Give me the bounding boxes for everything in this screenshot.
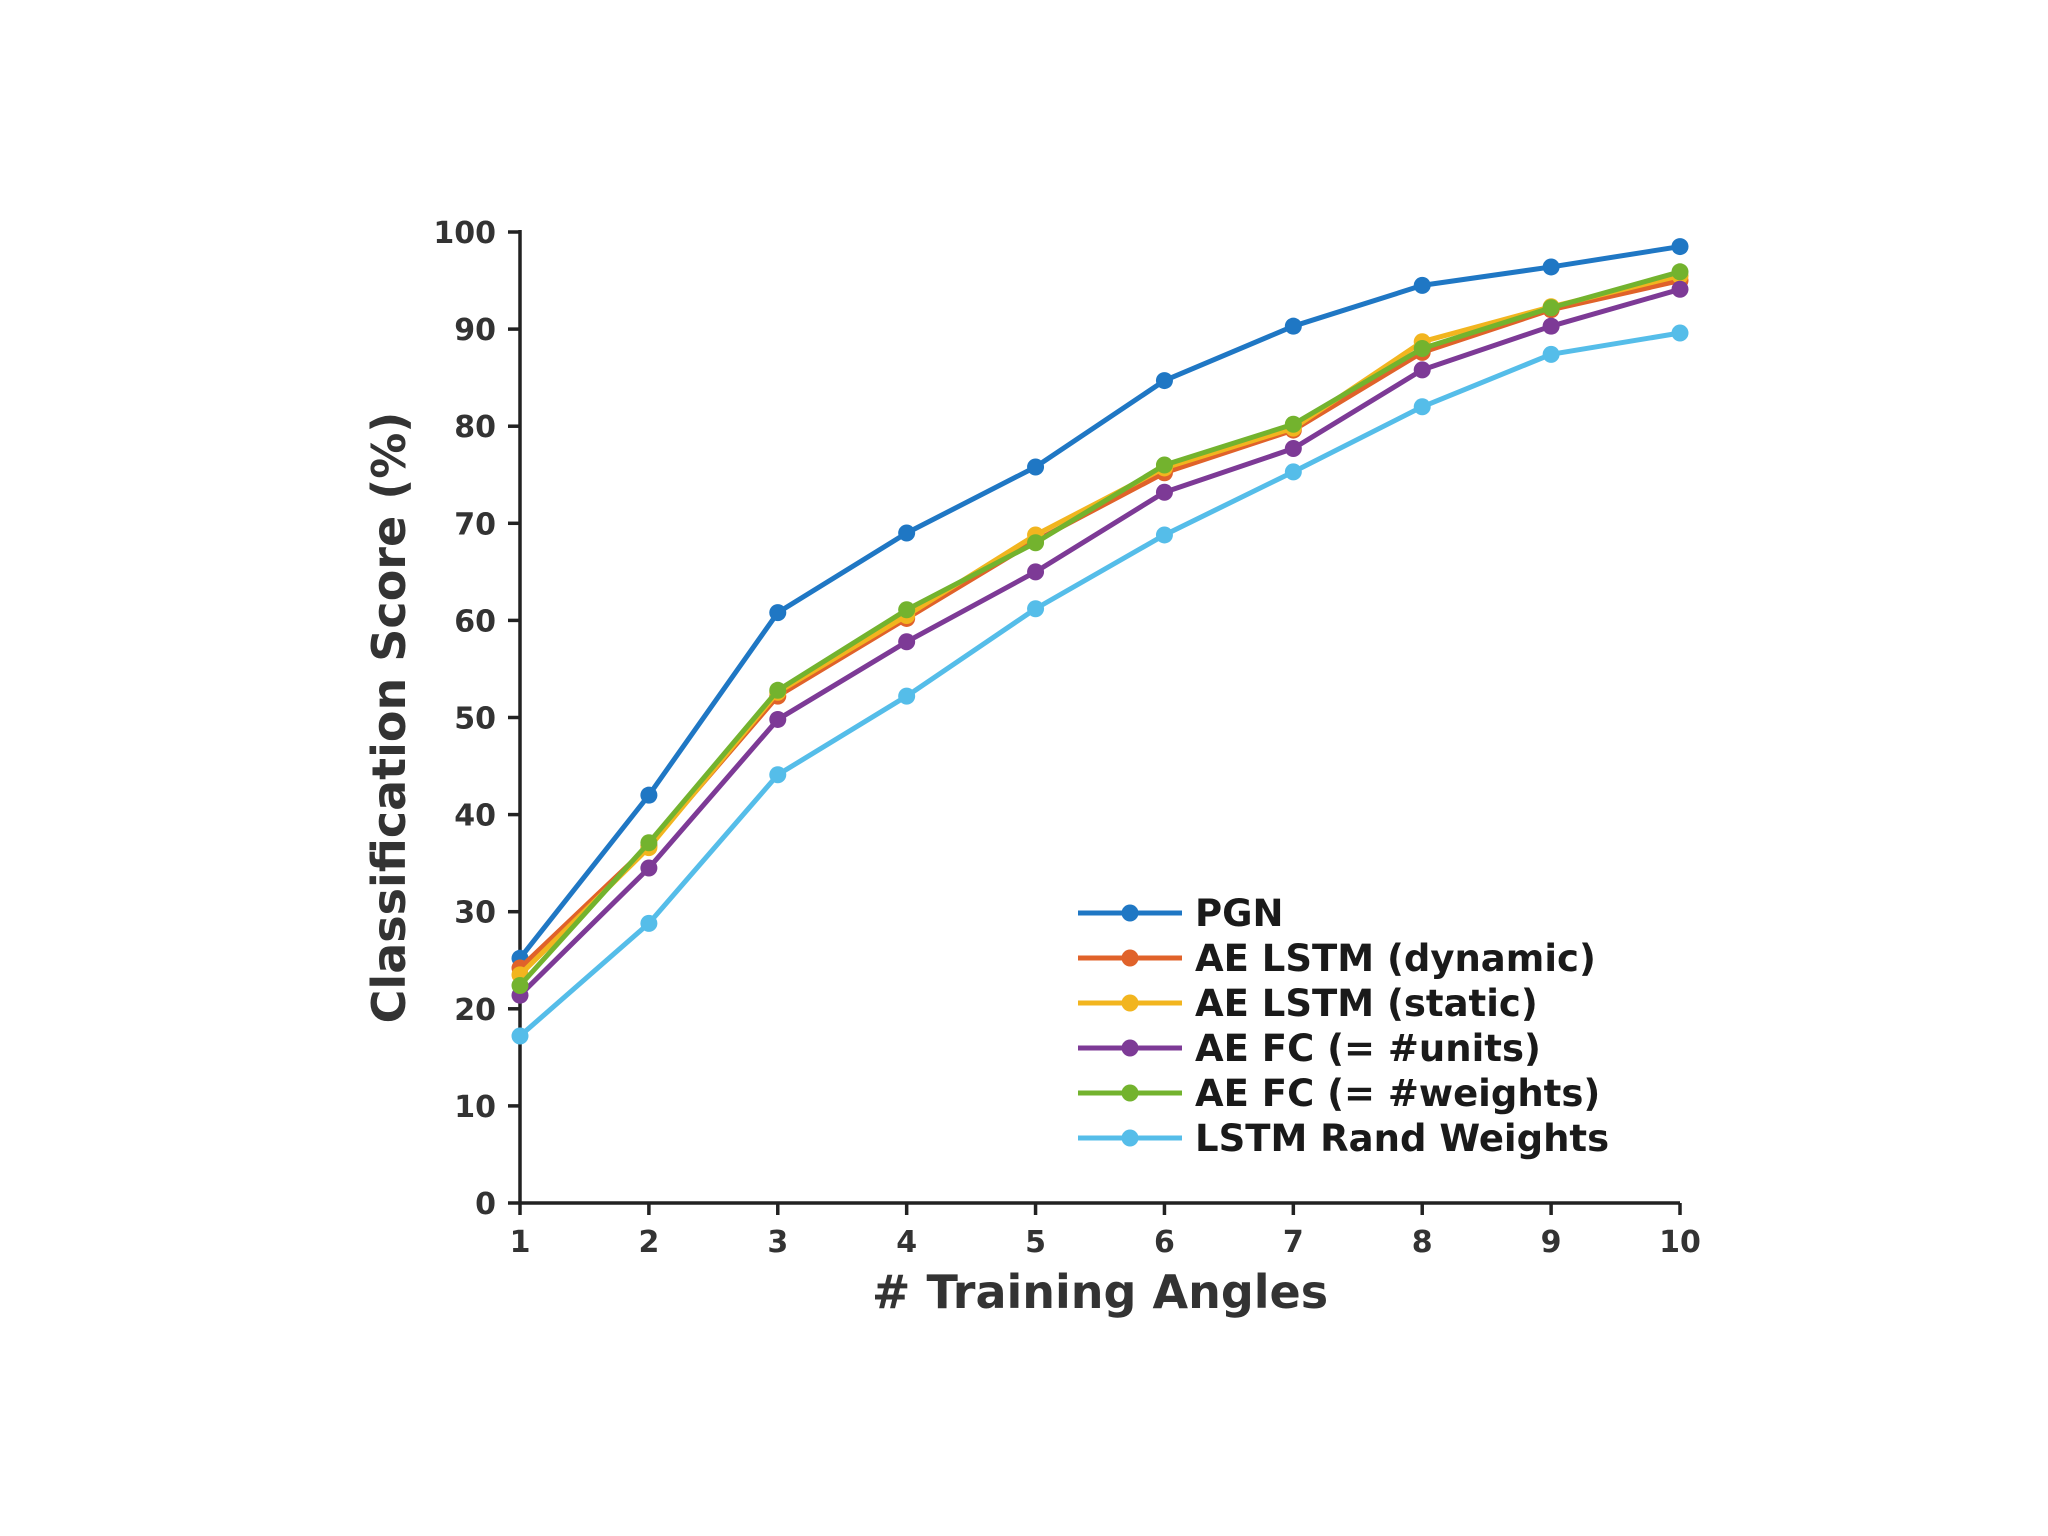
data-point xyxy=(1413,398,1431,416)
legend-entry: AE FC (= #weights) xyxy=(1078,1072,1600,1115)
data-point xyxy=(1671,263,1689,281)
legend-label: LSTM Rand Weights xyxy=(1195,1117,1609,1160)
data-point xyxy=(1027,534,1045,552)
data-point xyxy=(769,766,787,784)
y-tick-label: 90 xyxy=(454,313,496,348)
data-point xyxy=(1671,324,1689,342)
x-tick-label: 6 xyxy=(1154,1225,1175,1260)
data-point xyxy=(640,859,658,877)
y-tick-label: 70 xyxy=(454,507,496,542)
legend-marker xyxy=(1121,904,1139,922)
y-tick-label: 80 xyxy=(454,410,496,445)
x-axis-title: # Training Angles xyxy=(872,1265,1328,1319)
data-point xyxy=(1284,463,1302,481)
x-tick-label: 5 xyxy=(1025,1225,1046,1260)
data-point xyxy=(1155,456,1173,474)
legend-entry: AE LSTM (static) xyxy=(1078,982,1538,1025)
y-tick-label: 100 xyxy=(433,216,496,251)
data-point xyxy=(1413,361,1431,379)
legend-label: AE LSTM (dynamic) xyxy=(1195,937,1596,980)
y-tick-label: 50 xyxy=(454,702,496,737)
data-point xyxy=(1155,483,1173,501)
data-point xyxy=(1671,238,1689,256)
data-point xyxy=(1155,372,1173,390)
y-tick-label: 60 xyxy=(454,604,496,639)
data-point xyxy=(1027,563,1045,581)
data-point xyxy=(1284,415,1302,433)
data-point xyxy=(1542,317,1560,335)
legend-marker xyxy=(1121,994,1139,1012)
series-line xyxy=(517,286,1683,998)
legend-label: PGN xyxy=(1195,892,1283,935)
data-point xyxy=(898,633,916,651)
legend-label: AE LSTM (static) xyxy=(1195,982,1538,1025)
data-point xyxy=(898,687,916,705)
data-point xyxy=(511,1027,529,1045)
legend-marker xyxy=(1121,1084,1139,1102)
series-4 xyxy=(511,263,1689,994)
x-tick-label: 10 xyxy=(1659,1225,1701,1260)
x-tick-label: 8 xyxy=(1412,1225,1433,1260)
x-tick-label: 7 xyxy=(1283,1225,1304,1260)
data-point xyxy=(1284,440,1302,458)
y-tick-label: 40 xyxy=(454,799,496,834)
legend-entry: AE LSTM (dynamic) xyxy=(1078,937,1596,980)
series-line xyxy=(517,330,1683,1039)
series-line xyxy=(517,269,1683,988)
legend-marker xyxy=(1121,1129,1139,1147)
x-tick-label: 9 xyxy=(1541,1225,1562,1260)
legend-entry: PGN xyxy=(1078,892,1283,935)
data-point xyxy=(769,710,787,728)
data-point xyxy=(1413,340,1431,358)
x-tick-label: 2 xyxy=(638,1225,659,1260)
x-tick-label: 4 xyxy=(896,1225,917,1260)
data-point xyxy=(1413,276,1431,294)
series-5 xyxy=(511,324,1689,1045)
x-tick-label: 3 xyxy=(767,1225,788,1260)
data-point xyxy=(511,976,529,994)
y-axis-title: Classification Score (%) xyxy=(362,412,416,1024)
legend-label: AE FC (= #weights) xyxy=(1195,1072,1600,1115)
data-point xyxy=(898,524,916,542)
series-3 xyxy=(511,280,1689,1004)
y-tick-label: 30 xyxy=(454,896,496,931)
series-line xyxy=(517,278,1683,971)
series-layer xyxy=(511,238,1689,1045)
x-tick-label: 1 xyxy=(510,1225,531,1260)
legend-marker xyxy=(1121,949,1139,967)
legend-marker xyxy=(1121,1039,1139,1057)
y-tick-label: 0 xyxy=(475,1187,496,1222)
series-1 xyxy=(511,272,1689,977)
y-tick-label: 10 xyxy=(454,1090,496,1125)
data-point xyxy=(1155,526,1173,544)
axes: 0 10 20 30 40 50 60 70 80 90 100 1 2 3 4 5 6 7 8 9 10 xyxy=(433,216,1701,1260)
data-point xyxy=(1542,258,1560,276)
legend-entry: LSTM Rand Weights xyxy=(1078,1117,1609,1160)
y-tick-label: 20 xyxy=(454,993,496,1028)
data-point xyxy=(640,834,658,852)
legend-entry: AE FC (= #units) xyxy=(1078,1027,1541,1070)
data-point xyxy=(769,604,787,622)
data-point xyxy=(1027,600,1045,618)
data-point xyxy=(640,914,658,932)
data-point xyxy=(1027,458,1045,476)
series-line xyxy=(517,244,1683,961)
data-point xyxy=(769,681,787,699)
data-point xyxy=(898,601,916,619)
data-point xyxy=(1284,317,1302,335)
data-point xyxy=(1542,345,1560,363)
data-point xyxy=(640,786,658,804)
series-0 xyxy=(511,238,1689,967)
legend-label: AE FC (= #units) xyxy=(1195,1027,1541,1070)
data-point xyxy=(1542,299,1560,317)
data-point xyxy=(1671,280,1689,298)
